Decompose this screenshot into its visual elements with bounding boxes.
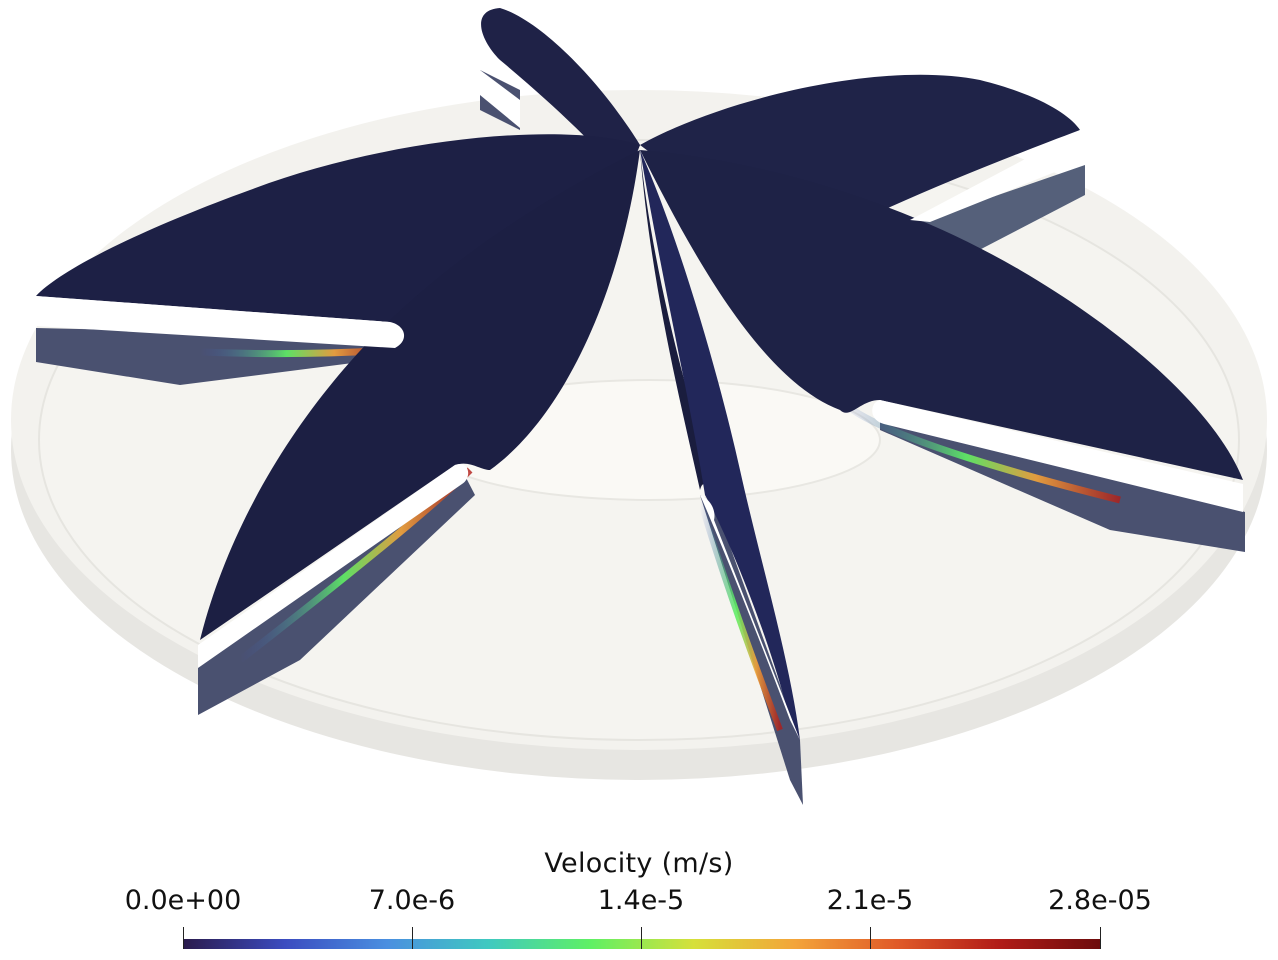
colorbar-tick-2 bbox=[641, 927, 642, 949]
colorbar-tick-label-0: 0.0e+00 bbox=[124, 885, 242, 916]
colorbar-tick-3 bbox=[870, 927, 871, 949]
colorbar-tick-label-1: 7.0e-6 bbox=[368, 885, 456, 916]
colorbar-title: Velocity (m/s) bbox=[544, 848, 734, 879]
colorbar-tick-4 bbox=[1100, 927, 1101, 949]
blade-top bbox=[481, 8, 640, 180]
blade-gaps bbox=[36, 70, 1243, 740]
colorbar-tick-label-3: 2.1e-5 bbox=[826, 885, 914, 916]
colorbar-tick-label-2: 1.4e-5 bbox=[597, 885, 685, 916]
colorbar-tick-label-4: 2.8e-05 bbox=[1048, 885, 1152, 916]
colorbar-tick-0 bbox=[183, 927, 184, 949]
blade-lower-face bbox=[640, 150, 800, 740]
velocity-streaks bbox=[199, 346, 1121, 732]
colorbar-tick-1 bbox=[412, 927, 413, 949]
blade-lower-left bbox=[200, 150, 640, 640]
impeller-blades bbox=[36, 8, 1243, 740]
colorbar-gradient bbox=[183, 939, 1101, 949]
blade-right bbox=[640, 150, 1243, 480]
